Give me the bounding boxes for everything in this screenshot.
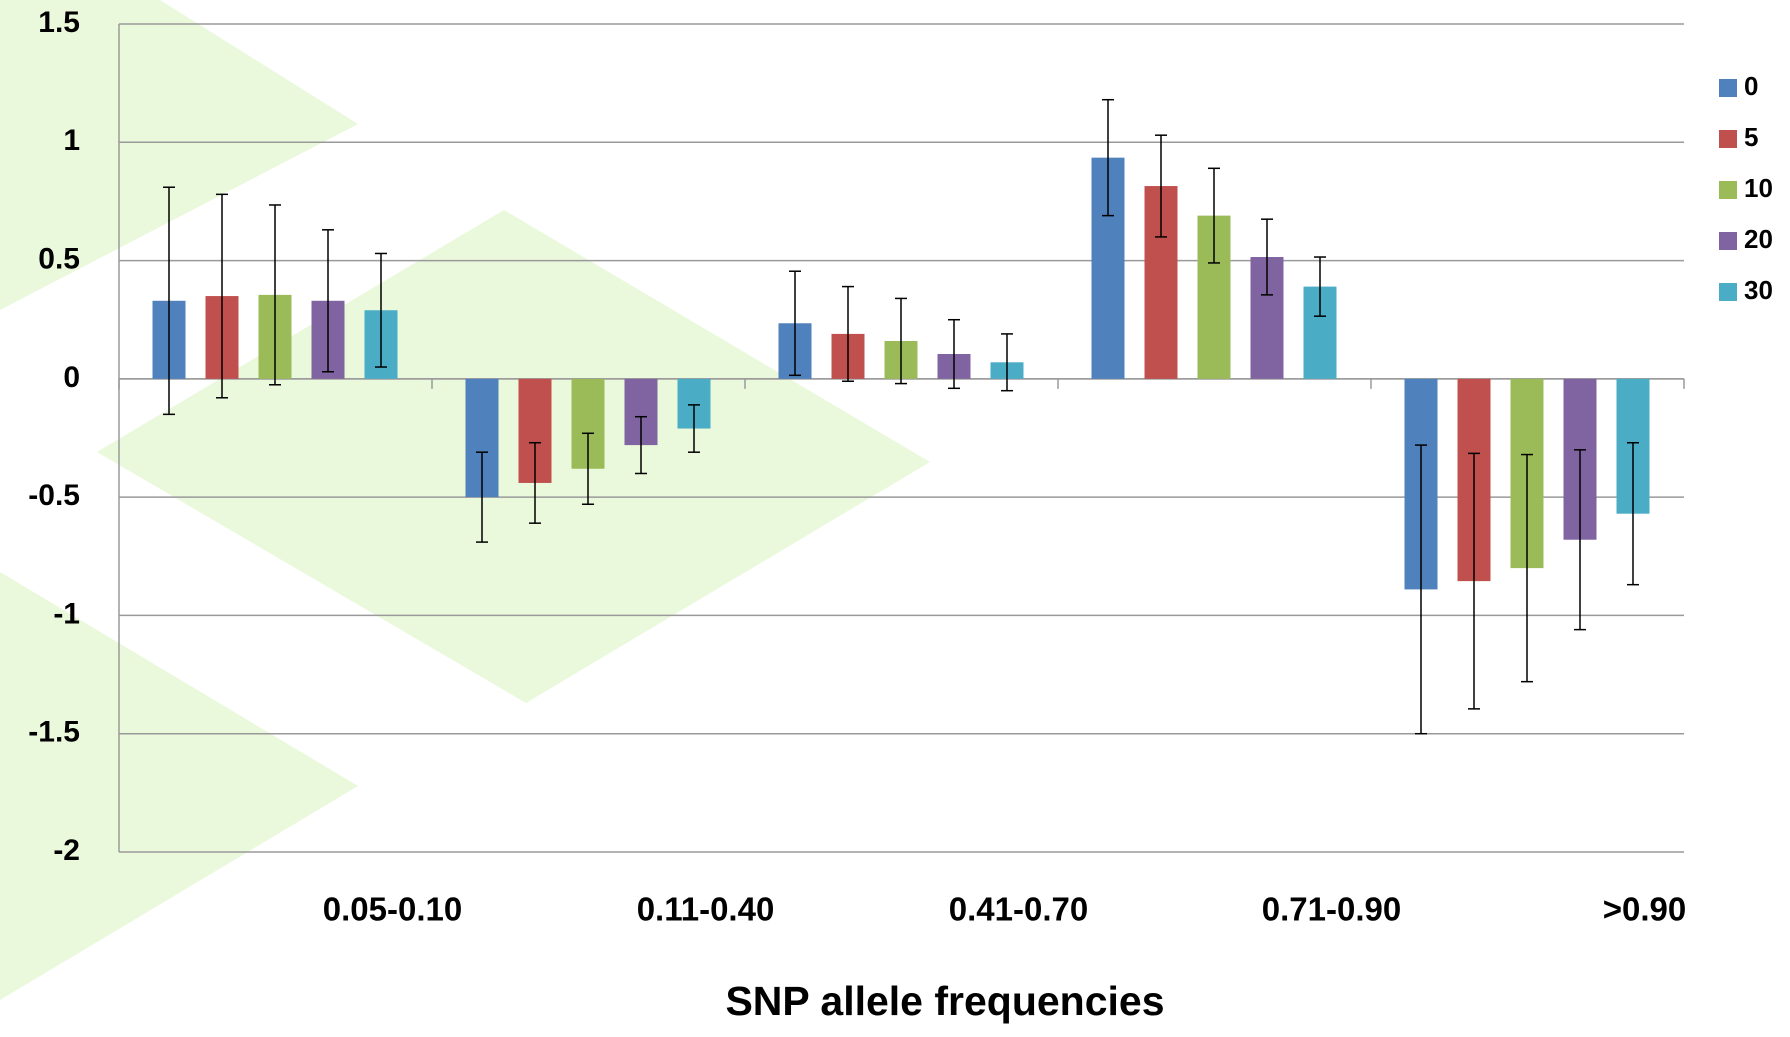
y-tick-label: 0 bbox=[63, 361, 80, 394]
legend-label: 0 bbox=[1744, 71, 1758, 101]
legend-swatch bbox=[1719, 130, 1737, 148]
legend-swatch bbox=[1719, 232, 1737, 250]
y-tick-label: -1 bbox=[53, 597, 80, 630]
y-tick-label: -2 bbox=[53, 834, 80, 867]
x-tick-label: 0.11-0.40 bbox=[637, 891, 775, 928]
y-tick-label: -0.5 bbox=[28, 479, 80, 512]
legend-label: 20 bbox=[1744, 224, 1773, 254]
y-tick-label: 1 bbox=[63, 124, 80, 157]
x-tick-label: 0.41-0.70 bbox=[949, 891, 1088, 928]
legend-label: 5 bbox=[1744, 122, 1758, 152]
x-tick-label: 0.05-0.10 bbox=[323, 891, 462, 928]
legend-label: 30 bbox=[1744, 275, 1773, 305]
x-tick-label: >0.90 bbox=[1603, 891, 1687, 928]
y-tick-label: 0.5 bbox=[38, 242, 80, 275]
y-tick-label: -1.5 bbox=[28, 716, 80, 749]
legend-swatch bbox=[1719, 181, 1737, 199]
background-decoration bbox=[0, 0, 930, 1000]
legend-label: 10 bbox=[1744, 173, 1773, 203]
y-tick-label: 1.5 bbox=[38, 6, 80, 39]
x-axis-title: SNP allele frequencies bbox=[725, 978, 1164, 1024]
x-tick-label: 0.71-0.90 bbox=[1262, 891, 1401, 928]
legend-swatch bbox=[1719, 79, 1737, 97]
legend-swatch bbox=[1719, 283, 1737, 301]
